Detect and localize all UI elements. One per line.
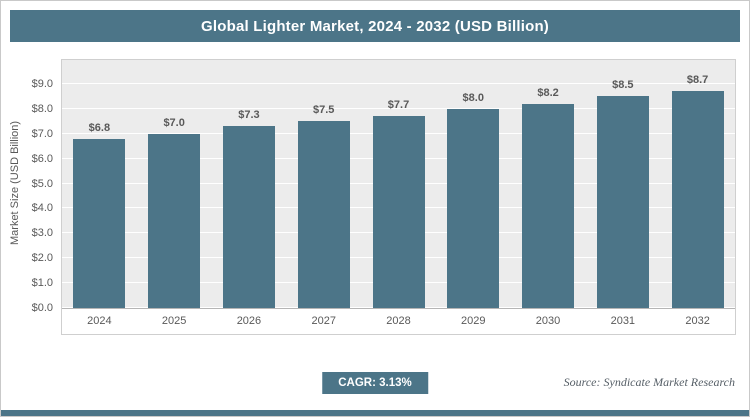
bar-value-label: $8.5	[612, 79, 634, 92]
bar	[297, 121, 350, 308]
bar-value-label: $8.2	[537, 86, 559, 99]
y-tick-label: $5.0	[31, 177, 53, 190]
bar-value-label: $6.8	[88, 121, 111, 134]
x-tick-label: 2026	[236, 315, 262, 327]
y-tick-label: $2.0	[31, 252, 53, 265]
bar	[148, 133, 201, 308]
y-tick-label: $8.0	[31, 102, 53, 115]
bottom-accent-bar	[1, 410, 749, 416]
y-tick-label: $9.0	[31, 78, 53, 90]
plot-area: $6.8 $7.0 $7.3 $7.5 $7.7 $8.0 $8.2 $8.5 $8.7	[62, 60, 735, 308]
y-tick-label: $1.0	[31, 277, 53, 290]
bar-value-label: $8.0	[462, 91, 484, 104]
bar	[447, 108, 500, 308]
bar	[222, 126, 275, 308]
cagr-badge: CAGR: 3.13%	[322, 372, 428, 394]
x-tick-label: 2024	[87, 315, 112, 327]
chart-title-bar: Global Lighter Market, 2024 - 2032 (USD …	[10, 10, 740, 42]
x-axis: 2024 2025 2026 2027 2028 2029 2030 2031 2032	[62, 308, 735, 334]
source-text: Source: Syndicate Market Research	[563, 375, 735, 389]
y-tick-label: $6.0	[31, 152, 53, 165]
x-tick-label: 2032	[685, 315, 710, 327]
bar-value-label: $7.7	[387, 99, 410, 112]
bar	[372, 116, 425, 308]
bar-value-label: $7.0	[163, 116, 185, 129]
x-tick-label: 2025	[161, 315, 187, 327]
x-tick-label: 2029	[461, 315, 486, 327]
gridline	[62, 107, 735, 109]
bar	[522, 103, 575, 308]
bar	[671, 91, 724, 308]
bar	[73, 138, 126, 308]
bar-value-label: $7.5	[313, 104, 335, 117]
x-tick-label: 2028	[386, 315, 411, 327]
plot-frame: $6.8 $7.0 $7.3 $7.5 $7.7 $8.0 $8.2 $8.5 $8.7 202…	[61, 59, 736, 335]
y-tick-label: $3.0	[31, 227, 53, 240]
bar-value-label: $7.3	[238, 109, 260, 122]
y-tick-label: $7.0	[31, 127, 53, 140]
y-tick-label: $4.0	[31, 202, 53, 215]
gridline	[62, 83, 735, 84]
x-tick-label: 2027	[311, 315, 336, 327]
x-tick-label: 2030	[535, 315, 561, 327]
x-tick-label: 2031	[610, 315, 636, 327]
bar-value-label: $8.7	[686, 74, 709, 87]
bar	[596, 96, 649, 308]
chart-title: Global Lighter Market, 2024 - 2032 (USD …	[200, 17, 549, 35]
y-tick-label: $0.0	[31, 302, 53, 314]
y-axis-ticks: $0.0 $1.0 $2.0 $3.0 $4.0 $5.0 $6.0 $7.0 $8.0 $9.0	[1, 59, 58, 314]
